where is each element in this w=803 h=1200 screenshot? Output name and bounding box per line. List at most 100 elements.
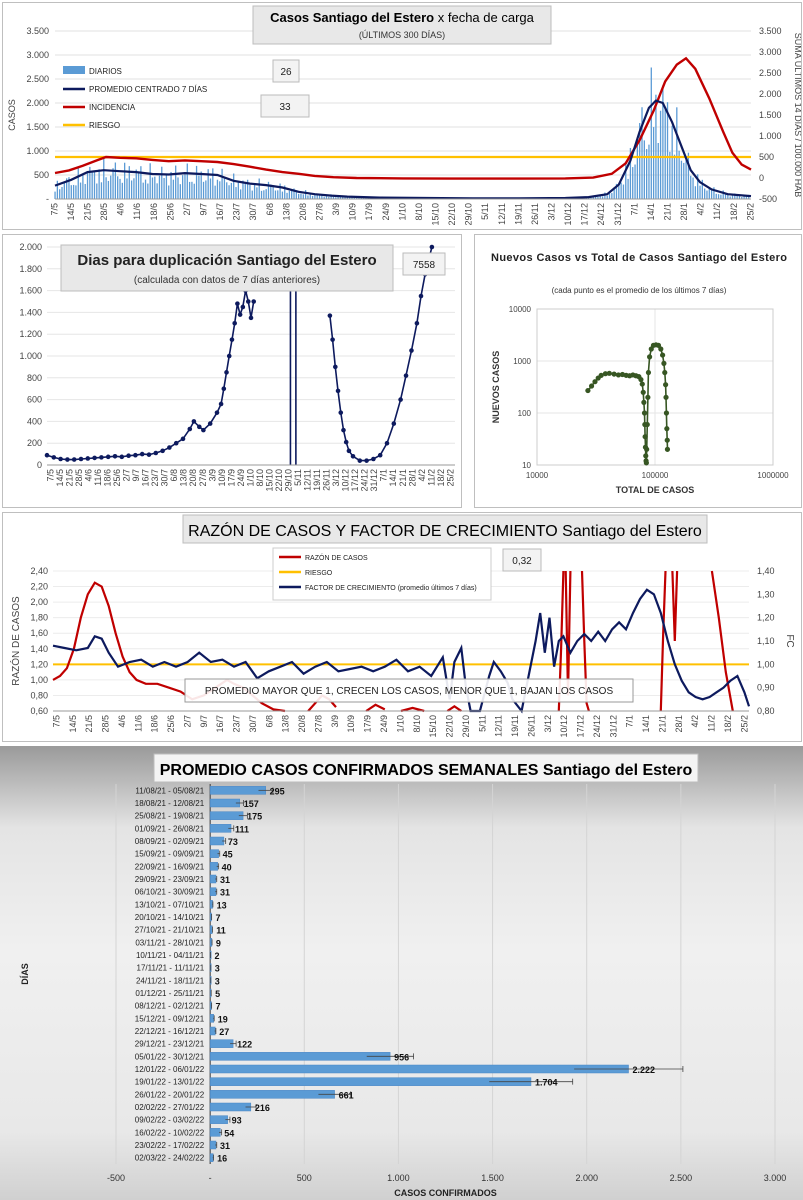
- diarios-bar: [717, 194, 720, 199]
- diarios-bar: [272, 186, 274, 199]
- annotation-box: [260, 94, 310, 118]
- diarios-bar: [657, 142, 659, 199]
- duplicacion-point: [341, 427, 346, 433]
- diarios-bar: [89, 166, 91, 199]
- x-tick-label: 27/8: [198, 469, 208, 487]
- diarios-bar: [360, 197, 362, 199]
- annotation-label: 26: [280, 67, 292, 78]
- diarios-bar: [75, 185, 77, 199]
- diarios-bar: [265, 189, 267, 199]
- diarios-bar: [710, 189, 713, 199]
- x-tick-label: 10/12: [563, 203, 573, 226]
- x-tick-label: 14/1: [646, 203, 656, 221]
- x-tick-label: 25/6: [166, 715, 176, 733]
- value-label: 2: [215, 951, 220, 961]
- x-tick-label: 5/11: [293, 469, 303, 486]
- diarios-bar: [277, 190, 279, 199]
- diarios-bar: [335, 197, 337, 199]
- y-tick-label: 2.500: [26, 74, 49, 84]
- razon-line: [710, 570, 734, 712]
- value-label: 9: [216, 938, 221, 948]
- x-tick-label: 28/5: [101, 715, 111, 733]
- x-tick-label: 13/8: [281, 715, 291, 733]
- diarios-bar: [233, 173, 235, 199]
- diarios-bar: [620, 182, 622, 199]
- scatter-point: [663, 410, 670, 416]
- razon-line: [671, 570, 679, 642]
- diarios-bar: [216, 179, 219, 199]
- diarios-bar: [288, 190, 291, 199]
- duplicacion-point: [409, 348, 414, 353]
- x-tick-label: 24/12: [592, 715, 602, 738]
- y-tick-label: 1.500: [26, 122, 49, 132]
- razon-line: [365, 703, 386, 712]
- x-tick-label: 27/8: [313, 715, 323, 733]
- value-label: 111: [235, 824, 249, 834]
- duplicacion-point: [418, 293, 424, 299]
- x-tick-label: 28/1: [407, 469, 417, 487]
- x-tick-label: 7/5: [45, 469, 55, 482]
- value-label: 19: [218, 1014, 228, 1024]
- diarios-bar: [72, 184, 75, 199]
- value-label: 157: [244, 799, 259, 809]
- duplicacion-point: [232, 321, 237, 326]
- duplicacion-point: [180, 436, 186, 442]
- x-tick-label: 18/2: [723, 715, 733, 733]
- chart-subtitle: (calculada con datos de 7 días anteriore…: [134, 275, 320, 286]
- value-label: 16: [217, 1154, 227, 1164]
- diarios-bar: [186, 163, 188, 199]
- x-tick-label: 29/10: [461, 715, 471, 738]
- x-tick-label: 28/5: [99, 203, 109, 221]
- plot-area: [536, 308, 774, 466]
- diarios-bar: [618, 185, 620, 199]
- x-tick-label: 3/9: [330, 715, 340, 728]
- diarios-bar: [715, 193, 717, 199]
- diarios-bar: [77, 166, 79, 199]
- diarios-bar: [608, 193, 611, 199]
- duplicacion-point: [248, 315, 254, 321]
- x-tick-label: 14/5: [55, 469, 65, 487]
- diarios-bar: [353, 197, 355, 199]
- x-tick-label: 1/10: [395, 715, 405, 733]
- x-tick-label: 29/10: [464, 203, 474, 226]
- diarios-bar: [59, 189, 61, 199]
- y-axis-label: NUEVOS CASOS: [491, 351, 501, 424]
- annotation-box: [402, 252, 446, 276]
- diarios-bar: [205, 180, 207, 199]
- diarios-bar: [734, 193, 736, 199]
- duplicacion-point: [51, 455, 57, 460]
- x-tick-label: 16/7: [141, 469, 151, 487]
- x-tick-label: 16/7: [215, 715, 225, 733]
- x-tick-label: 21/5: [84, 715, 94, 733]
- y2-axis-label: FC: [784, 634, 795, 647]
- diarios-bar: [240, 189, 242, 199]
- semanal-bar: [209, 862, 218, 871]
- diarios-bar: [611, 193, 613, 199]
- diarios-bar: [177, 177, 179, 199]
- diarios-bar: [337, 196, 339, 199]
- y-tick-label: 2,00: [30, 597, 48, 607]
- diarios-bar: [648, 144, 650, 199]
- diarios-bar: [339, 195, 342, 199]
- x-tick-label: 3/12: [543, 715, 553, 733]
- scatter-point: [647, 354, 653, 360]
- duplicacion-point: [160, 448, 165, 454]
- scatter-point: [611, 371, 617, 377]
- category-label: 03/11/21 - 28/10/21: [135, 938, 204, 947]
- y2-tick-label: 3.500: [759, 26, 782, 36]
- x-tick-label: 2.000: [575, 1173, 598, 1183]
- duplicacion-point: [357, 458, 363, 463]
- value-label: 175: [247, 812, 262, 822]
- x-tick-label: 27/8: [315, 203, 325, 221]
- semanal-bar: [209, 900, 213, 909]
- diarios-bar: [61, 186, 63, 199]
- value-label: 216: [255, 1103, 270, 1113]
- semanal-bar: [209, 786, 266, 795]
- y-tick-label: 0,80: [30, 690, 48, 700]
- value-label: 40: [222, 862, 232, 872]
- diarios-bar: [237, 181, 239, 199]
- diarios-bar: [295, 190, 297, 199]
- y-tick-label: 500: [34, 170, 49, 180]
- title-box: [182, 514, 708, 544]
- diarios-bar: [242, 180, 244, 199]
